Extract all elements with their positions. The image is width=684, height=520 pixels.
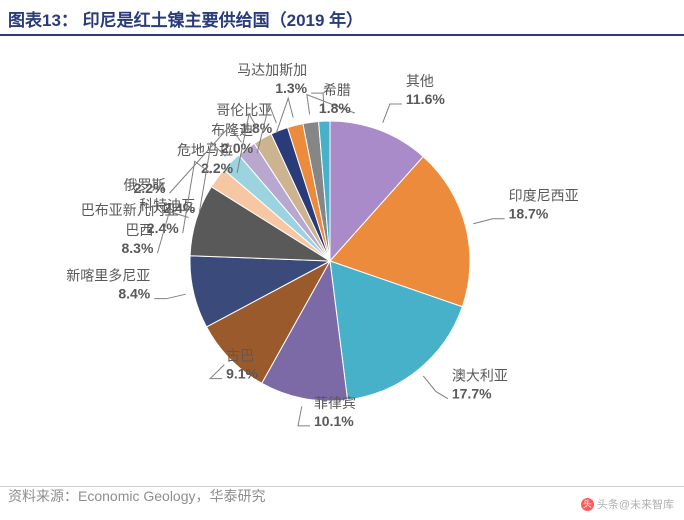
- slice-label-value: 11.6%: [406, 91, 445, 107]
- slice-label-value: 8.3%: [122, 240, 154, 256]
- leader-line: [298, 406, 310, 426]
- slice-label-value: 10.1%: [314, 413, 354, 429]
- slice-label-name: 希腊: [323, 82, 351, 98]
- slice-label-name: 巴布亚新几内亚: [81, 202, 179, 218]
- slice-label-value: 1.3%: [275, 80, 307, 96]
- leader-line: [423, 376, 448, 399]
- leader-line: [473, 219, 504, 224]
- watermark: 头 头条@未来智库: [581, 496, 674, 512]
- leader-line: [383, 104, 402, 123]
- slice-label-name: 菲律宾: [314, 395, 356, 411]
- slice-label-name: 澳大利亚: [452, 368, 508, 384]
- chart-container: 图表13： 印尼是红土镍主要供给国（2019 年） 马达加斯加 1.3% 希腊 1.8…: [0, 0, 684, 520]
- leader-line: [154, 294, 185, 298]
- slice-label-value: 17.7%: [452, 386, 492, 402]
- slice-label-value: 8.4%: [118, 286, 150, 302]
- slice-label-name: 马达加斯加: [237, 62, 307, 78]
- leader-line: [210, 365, 224, 379]
- chart-title: 图表13： 印尼是红土镍主要供给国（2019 年）: [8, 6, 363, 31]
- slice-label-name: 新喀里多尼亚: [66, 268, 150, 284]
- slice-label-value: 1.8%: [319, 100, 351, 116]
- slice-label-name: 其他: [406, 73, 434, 89]
- slice-label-name: 哥伦比亚: [216, 102, 272, 118]
- watermark-icon: 头: [581, 498, 594, 511]
- watermark-text: 头条@未来智库: [597, 496, 674, 512]
- slice-label-name: 巴西: [125, 222, 153, 238]
- source-label: 资料来源：Economic Geology，华泰研究: [8, 486, 266, 506]
- slice-label-name: 印度尼西亚: [509, 188, 579, 204]
- slice-label-value: 9.1%: [226, 366, 258, 382]
- slice-label-value: 18.7%: [509, 206, 549, 222]
- pie-chart: 马达加斯加1.3%希腊1.8%哥伦比亚1.8%布隆迪2.0%危地马拉2.2%俄罗…: [0, 36, 684, 476]
- slice-label-value: 2.2%: [134, 180, 166, 196]
- slice-label-name: 古巴: [226, 348, 254, 364]
